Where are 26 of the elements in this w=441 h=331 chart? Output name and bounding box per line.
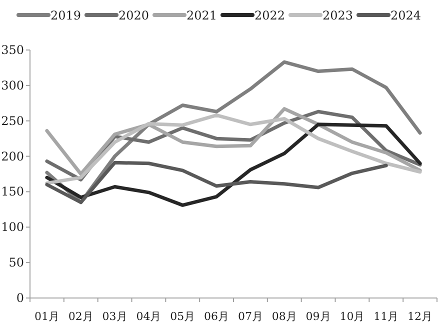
x-tick-label: 09月	[306, 310, 331, 323]
x-tick-label: 04月	[136, 310, 162, 323]
x-tick-label: 02月	[68, 310, 94, 323]
x-tick-label: 01月	[34, 310, 60, 323]
y-tick-label: 100	[1, 220, 24, 234]
legend-label: 2020	[118, 8, 150, 22]
y-tick-label: 150	[1, 184, 24, 199]
legend-label: 2021	[186, 8, 218, 22]
y-tick-label: 350	[1, 43, 24, 57]
y-tick-label: 0	[16, 291, 24, 305]
x-tick-label: 08月	[272, 310, 297, 323]
y-tick-label: 300	[1, 78, 24, 92]
legend-label: 2024	[390, 8, 422, 22]
legend-label: 2023	[322, 8, 354, 22]
x-tick-label: 05月	[170, 310, 196, 323]
y-tick-label: 250	[1, 114, 24, 128]
x-tick-label: 06月	[204, 310, 230, 323]
y-tick-label: 50	[8, 256, 24, 270]
legend-label: 2019	[50, 8, 82, 22]
y-tick-label: 200	[1, 149, 24, 164]
legend-label: 2022	[254, 8, 286, 22]
x-tick-label: 11月	[374, 310, 399, 323]
x-tick-label: 07月	[238, 310, 263, 323]
x-tick-label: 12月	[408, 310, 433, 323]
x-tick-label: 10月	[340, 310, 365, 323]
x-tick-label: 03月	[102, 310, 128, 323]
